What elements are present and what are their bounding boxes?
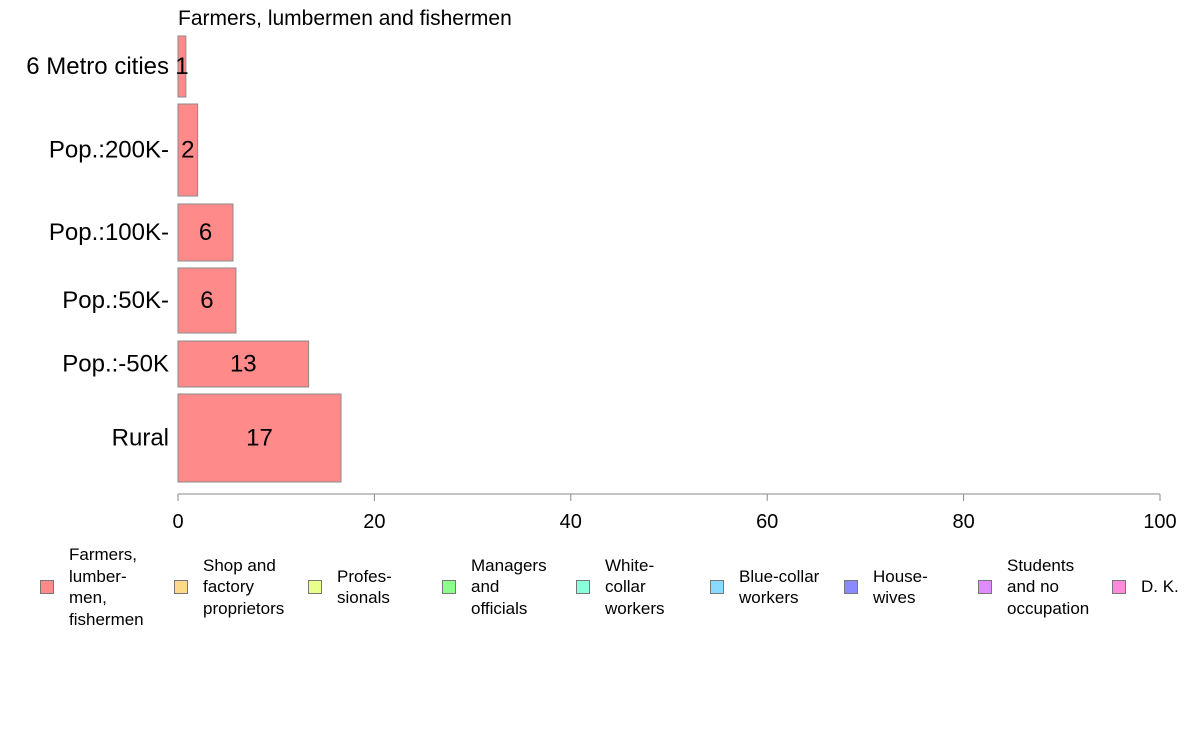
bar-value-label: 6 (200, 287, 213, 314)
x-tick-label: 40 (560, 511, 582, 533)
category-label: 6 Metro cities (26, 53, 169, 80)
bar-0 (177, 35, 187, 98)
legend-label: Managers and officials (471, 555, 547, 618)
bar-value-label: 17 (246, 425, 273, 452)
x-tick-label: 80 (952, 511, 974, 533)
bar-4 (177, 340, 310, 388)
legend-swatch (844, 580, 858, 594)
bar-5 (177, 393, 342, 483)
legend-label: Students and no occupation (1007, 555, 1090, 618)
legend-swatch (710, 580, 724, 594)
category-label: Pop.:-50K (62, 351, 169, 378)
legend-swatch (442, 580, 456, 594)
legend-swatch (174, 580, 188, 594)
legend-label: Blue-collar workers (739, 566, 820, 608)
x-tick-label: 60 (756, 511, 778, 533)
category-label: Pop.:100K- (49, 219, 169, 246)
bar-3 (177, 267, 237, 334)
legend-label: House- wives (873, 566, 928, 608)
legend-label: Profes- sionals (337, 566, 392, 608)
legend-swatch (40, 580, 54, 594)
bar-value-label: 6 (199, 219, 212, 246)
category-label: Pop.:200K- (49, 137, 169, 164)
bars-layer: 6 Metro cities 1 Pop.:200K- 2 Pop.:100K- 6 Pop… (26, 35, 342, 483)
x-axis: 0 20 40 60 80 100 (172, 493, 1177, 533)
x-tick-label: 20 (363, 511, 385, 533)
chart-title: Farmers, lumbermen and fishermen (178, 7, 512, 30)
category-label: Pop.:50K- (62, 287, 169, 314)
x-tick-label: 100 (1143, 511, 1176, 533)
bar-2 (177, 203, 234, 262)
bar-value-label: 2 (181, 137, 194, 164)
bar-value-label: 1 (175, 53, 188, 80)
bar-value-label: 13 (230, 351, 257, 378)
legend-label: White- collar workers (605, 555, 665, 618)
legend-swatch (308, 580, 322, 594)
legend-swatch (978, 580, 992, 594)
category-label: Rural (112, 425, 169, 452)
legend-swatch (1112, 580, 1126, 594)
legend: Farmers, lumber- men, fishermen Shop and … (40, 545, 1188, 636)
legend-swatch (576, 580, 590, 594)
legend-label: Shop and factory proprietors (203, 555, 285, 618)
x-tick-label: 0 (172, 511, 183, 533)
bar-1 (177, 103, 199, 197)
legend-label: Farmers, lumber- men, fishermen (69, 545, 144, 629)
legend-label: D. K. (1141, 577, 1179, 597)
